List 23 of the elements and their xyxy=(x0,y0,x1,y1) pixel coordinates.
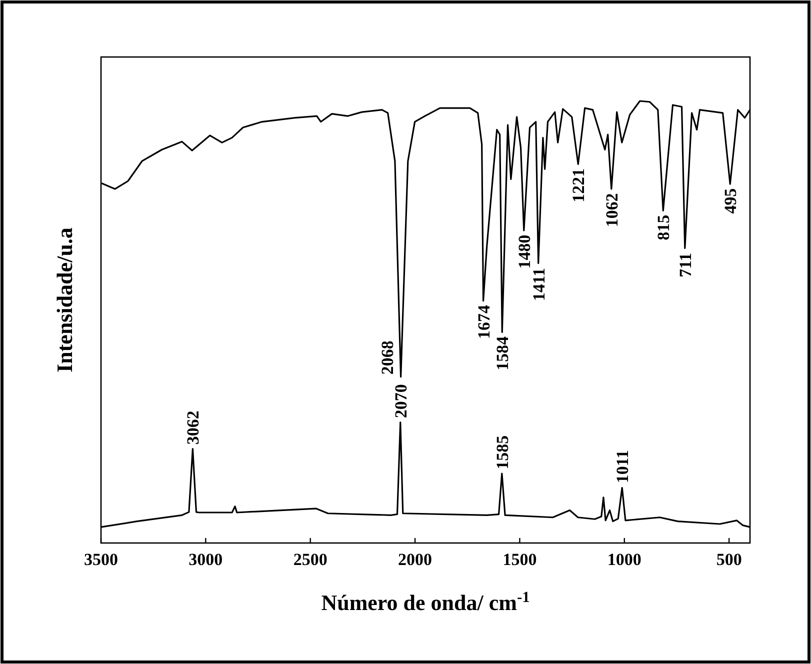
annotation: 3062 xyxy=(184,410,203,445)
x-axis-title: Número de onda/ cm$^{-1}$ xyxy=(321,588,530,615)
annotation: 1674 xyxy=(474,304,494,339)
annotation: 815 xyxy=(654,214,674,240)
x-tick-label: 1500 xyxy=(502,550,537,569)
x-tick-label: 2500 xyxy=(293,550,328,569)
annotation: 2070 xyxy=(391,384,410,418)
annotation: 1221 xyxy=(569,168,588,202)
x-tick-label: 500 xyxy=(716,550,742,569)
y-axis-title: Intensidade/u.a xyxy=(52,228,77,372)
annotation: 1480 xyxy=(514,234,534,269)
annotation: 1411 xyxy=(529,268,548,301)
x-tick-label: 3000 xyxy=(188,550,223,569)
x-tick-label: 3500 xyxy=(84,550,118,569)
x-tick-label: 1000 xyxy=(607,550,642,569)
annotation: 1585 xyxy=(492,435,512,470)
annotation: 2068 xyxy=(378,340,397,375)
annotation: 495 xyxy=(721,188,740,214)
annotation: 1062 xyxy=(602,193,622,228)
annotation: 711 xyxy=(676,252,695,278)
annotation: 1011 xyxy=(613,450,632,484)
annotation: 1584 xyxy=(493,336,512,370)
x-tick-label: 2000 xyxy=(398,550,432,569)
